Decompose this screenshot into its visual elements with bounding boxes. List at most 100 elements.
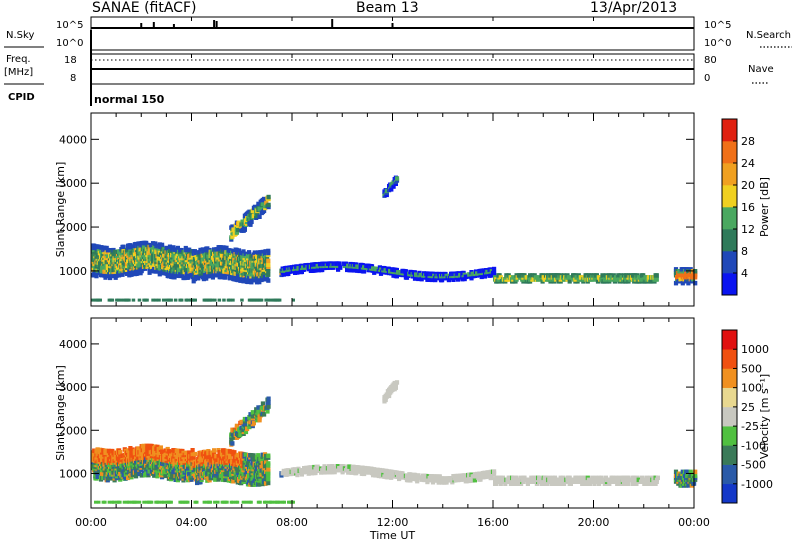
freq-label-1: Freq. bbox=[6, 54, 31, 65]
power-cell bbox=[240, 219, 245, 224]
velocity-cell bbox=[219, 473, 225, 478]
velocity-cell bbox=[323, 466, 328, 471]
velocity-cell bbox=[213, 477, 218, 482]
velocity-cell bbox=[299, 472, 304, 477]
date-title: 13/Apr/2013 bbox=[590, 0, 678, 16]
nsearch-label: N.Search bbox=[746, 30, 792, 41]
velocity-cell bbox=[155, 473, 160, 479]
power-cell bbox=[567, 275, 572, 280]
velocity-cell bbox=[500, 475, 506, 481]
velocity-cell bbox=[242, 416, 247, 422]
nsearch-tick-top: 10^5 bbox=[704, 20, 732, 31]
velocity-cell bbox=[227, 449, 232, 454]
velocity-cell bbox=[149, 443, 154, 449]
velocity-cell bbox=[262, 412, 267, 417]
power-cell bbox=[266, 202, 271, 208]
power-cell bbox=[336, 267, 341, 272]
velocity-cell bbox=[152, 473, 157, 478]
velocity-cell bbox=[415, 477, 420, 482]
velocity-cell bbox=[134, 472, 139, 477]
velocity-cell bbox=[462, 473, 467, 478]
velocity-cell bbox=[266, 453, 271, 458]
velocity-cell bbox=[251, 420, 256, 426]
velocity-cell bbox=[304, 465, 309, 471]
power-cell bbox=[178, 271, 183, 277]
velocity-cell bbox=[693, 473, 698, 478]
power-cell bbox=[536, 275, 541, 280]
velocity-cell bbox=[369, 466, 375, 472]
power-cell bbox=[389, 187, 394, 192]
power-cell bbox=[190, 274, 195, 280]
velocity-cell bbox=[470, 478, 475, 483]
power-cell bbox=[110, 298, 115, 302]
power-cell bbox=[154, 269, 159, 274]
station-title: SANAE (fitACF) bbox=[92, 0, 197, 16]
power-cell bbox=[492, 270, 497, 276]
velocity-cell bbox=[98, 453, 104, 459]
velocity-cell bbox=[233, 428, 238, 434]
velocity-cell bbox=[450, 479, 455, 485]
power-cell bbox=[616, 273, 621, 278]
power-cell bbox=[127, 272, 132, 278]
velocity-cell bbox=[264, 459, 269, 465]
velocity-cell bbox=[693, 469, 698, 475]
power-cell bbox=[157, 298, 161, 302]
power-cell bbox=[291, 298, 295, 302]
power-cell bbox=[418, 272, 423, 278]
velocity-cell bbox=[245, 416, 250, 422]
velocity-cell bbox=[381, 468, 386, 473]
power-cell bbox=[124, 247, 130, 253]
velocity-cell bbox=[680, 469, 685, 475]
velocity-cell bbox=[248, 419, 253, 425]
velocity-cell bbox=[191, 456, 196, 461]
freq-label-2: [MHz] bbox=[4, 67, 34, 78]
power-cell bbox=[128, 243, 133, 248]
power-cell bbox=[528, 273, 533, 278]
velocity-cell bbox=[394, 470, 399, 475]
power-cell bbox=[262, 196, 267, 202]
velocity-cell bbox=[192, 473, 197, 478]
power-cell bbox=[258, 254, 263, 259]
velocity-cell bbox=[136, 446, 141, 451]
velocity-cell bbox=[374, 471, 379, 476]
power-cell bbox=[498, 275, 503, 280]
velocity-cell bbox=[347, 464, 352, 469]
velocity-cell bbox=[247, 474, 252, 479]
velocity-cell bbox=[251, 474, 256, 480]
power-cell bbox=[391, 273, 396, 278]
power-cell bbox=[165, 246, 170, 251]
velocity-cell bbox=[239, 425, 244, 431]
power-cell bbox=[265, 298, 270, 302]
power-cell bbox=[160, 242, 165, 248]
power-cell bbox=[201, 276, 206, 282]
velocity-cell bbox=[242, 422, 247, 428]
power-cell bbox=[100, 272, 105, 278]
velocity-cell bbox=[266, 476, 271, 482]
power-cell bbox=[213, 298, 217, 302]
velocity-cell bbox=[636, 477, 641, 483]
velocity-cell bbox=[688, 469, 693, 475]
power-cell bbox=[231, 298, 235, 302]
power-cell bbox=[94, 271, 99, 277]
power-cell bbox=[121, 244, 126, 250]
power-cell bbox=[242, 225, 247, 230]
power-cell bbox=[266, 272, 271, 277]
velocity-cell bbox=[248, 412, 253, 417]
power-cell bbox=[567, 279, 572, 284]
power-cell bbox=[236, 248, 242, 253]
velocity-cell bbox=[486, 470, 491, 475]
power-cell bbox=[556, 279, 561, 284]
nsky-tick-top: 10^5 bbox=[56, 20, 84, 31]
power-cell bbox=[131, 298, 136, 302]
power-cell bbox=[207, 273, 212, 279]
power-cell bbox=[289, 265, 294, 270]
power-cell bbox=[241, 249, 246, 254]
velocity-cell bbox=[229, 438, 234, 443]
velocity-cell bbox=[161, 449, 166, 455]
nsearch-tick-bottom: 10^0 bbox=[704, 38, 732, 49]
velocity-cell bbox=[238, 432, 243, 437]
power-cell bbox=[595, 279, 601, 284]
velocity-cell bbox=[266, 467, 271, 472]
velocity-cell bbox=[354, 470, 359, 476]
velocity-cell bbox=[141, 449, 147, 455]
